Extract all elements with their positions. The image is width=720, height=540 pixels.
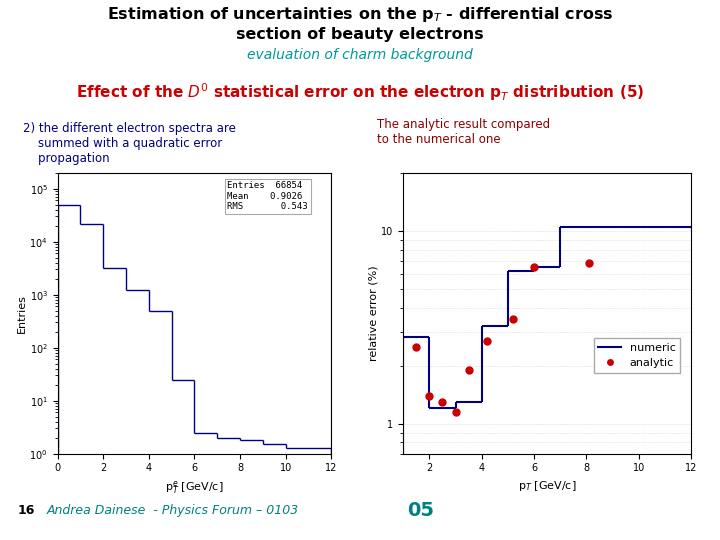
analytic xyxy=(528,262,540,271)
Text: 16: 16 xyxy=(18,504,35,517)
Y-axis label: relative error (%): relative error (%) xyxy=(369,265,379,361)
analytic xyxy=(481,336,492,345)
Text: Estimation of uncertainties on the p$_T$ - differential cross
section of beauty : Estimation of uncertainties on the p$_T$… xyxy=(107,5,613,42)
Text: Entries  66854
Mean    0.9026
RMS       0.543: Entries 66854 Mean 0.9026 RMS 0.543 xyxy=(228,181,308,211)
Text: evaluation of charm background: evaluation of charm background xyxy=(247,48,473,62)
analytic xyxy=(508,314,519,323)
analytic xyxy=(410,343,422,352)
X-axis label: p$_T$ [GeV/c]: p$_T$ [GeV/c] xyxy=(518,479,577,493)
X-axis label: p$^e_T$ [GeV/c]: p$^e_T$ [GeV/c] xyxy=(165,479,224,496)
Text: Effect of the $\mathit{D}^0$ statistical error on the electron p$_T$ distributio: Effect of the $\mathit{D}^0$ statistical… xyxy=(76,81,644,103)
Legend: numeric, analytic: numeric, analytic xyxy=(594,338,680,373)
Y-axis label: Entries: Entries xyxy=(17,294,27,333)
analytic xyxy=(437,397,449,406)
analytic xyxy=(423,391,435,400)
analytic xyxy=(463,366,474,374)
analytic xyxy=(583,259,595,267)
analytic xyxy=(450,408,462,416)
Text: Andrea Dainese  - Physics Forum – 0103: Andrea Dainese - Physics Forum – 0103 xyxy=(47,504,299,517)
Text: The analytic result compared
to the numerical one: The analytic result compared to the nume… xyxy=(377,118,549,146)
Text: 05: 05 xyxy=(407,501,433,521)
Text: 2) the different electron spectra are
    summed with a quadratic error
    prop: 2) the different electron spectra are su… xyxy=(24,122,236,165)
